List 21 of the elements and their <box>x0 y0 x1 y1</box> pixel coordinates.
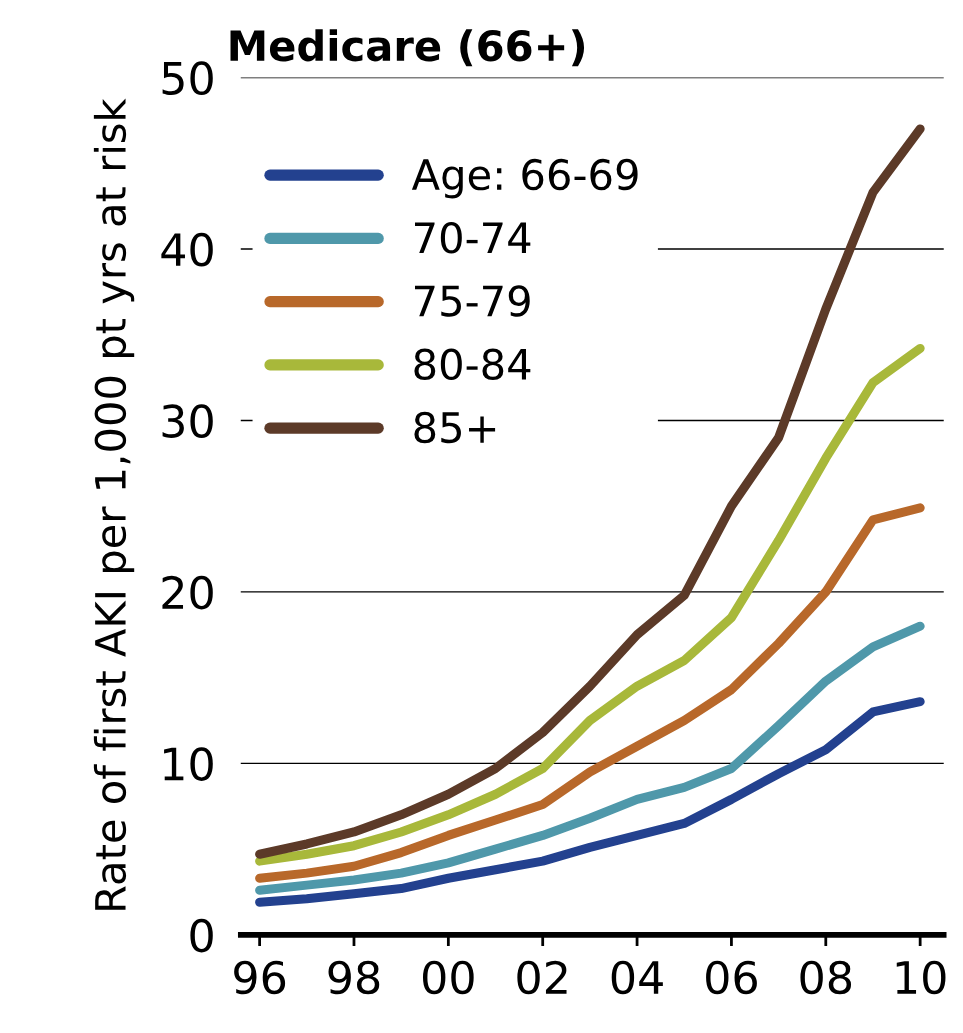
y-tick-label: 30 <box>162 404 213 438</box>
legend-label: 80-84 <box>414 348 531 381</box>
y-tick-label: 0 <box>190 918 213 953</box>
y-tick-label: 10 <box>164 747 213 781</box>
legend-label: 70-74 <box>415 222 531 254</box>
x-tick-label: 08 <box>800 960 852 995</box>
x-tick-label: 10 <box>896 960 946 995</box>
x-tick-label: 98 <box>328 960 380 995</box>
legend-label: 75-79 <box>415 285 530 317</box>
legend-label: 85+ <box>414 411 496 444</box>
legend-label: Age: 66-69 <box>411 158 638 199</box>
chart-title: Medicare (66+) <box>230 29 585 67</box>
x-tick-label: 00 <box>423 960 474 995</box>
x-tick-label: 06 <box>706 960 757 995</box>
y-axis-title: Rate of first AKI per 1,000 pt yrs at risk <box>93 98 135 910</box>
y-tick-label: 40 <box>161 232 213 267</box>
x-tick-label: 04 <box>611 960 663 995</box>
x-tick-label: 96 <box>234 960 286 995</box>
y-tick-label: 50 <box>162 61 213 95</box>
x-tick-label: 02 <box>517 960 567 995</box>
y-tick-label: 20 <box>162 575 213 610</box>
